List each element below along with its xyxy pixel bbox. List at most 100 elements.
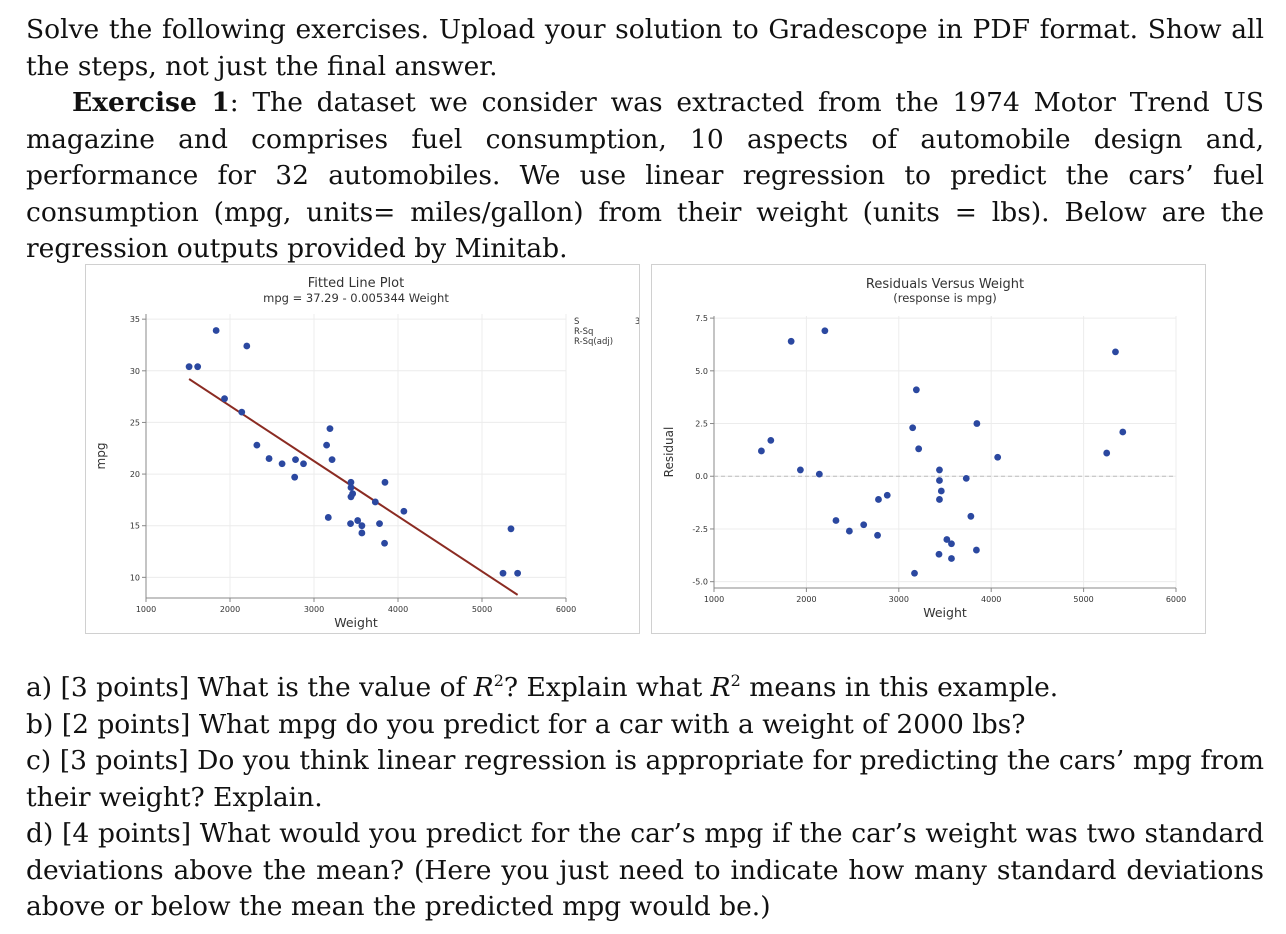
data-point	[381, 478, 389, 486]
data-point	[507, 525, 515, 533]
question-a-text: ? Explain what	[503, 672, 711, 703]
data-point	[400, 507, 408, 515]
residuals-versus-weight-plot: -5.0 -2.5 0.0 2.5 5.0 7.5 1000 2000 3000 4000 5000…	[662, 277, 1186, 620]
data-point	[1112, 348, 1119, 356]
x-tick-label: 3000	[889, 595, 909, 604]
data-point	[358, 522, 366, 530]
x-tick-label: 4000	[981, 595, 1001, 604]
chart-subtitle: (response is mpg)	[893, 291, 997, 305]
stat-label: R-Sq	[574, 327, 593, 337]
data-point	[787, 337, 795, 345]
y-tick-label: 5.0	[695, 367, 708, 376]
question-b: b) [2 points] What mpg do you predict fo…	[26, 708, 1026, 740]
data-point	[212, 327, 220, 334]
data-point	[973, 420, 981, 427]
x-tick-label: 6000	[556, 605, 576, 614]
data-point	[860, 521, 868, 529]
exercise-1-statement: Exercise 1: The dataset we consider was …	[26, 85, 1264, 268]
data-point	[265, 455, 273, 462]
y-tick-label: 30	[130, 367, 140, 376]
data-point	[948, 555, 955, 562]
x-tick-label: 1000	[704, 595, 724, 604]
data-point	[937, 487, 945, 495]
data-point	[936, 477, 943, 484]
data-point	[371, 498, 379, 506]
x-axis-label: Weight	[923, 605, 967, 620]
data-point	[347, 478, 355, 486]
data-point	[915, 445, 923, 453]
y-tick-label: 15	[130, 522, 140, 531]
fitted-line-plot-panel: 10 15 20 25 30 35 1000 2000 3000 4000 5000 6000 Fitt…	[85, 264, 670, 634]
data-point	[815, 470, 823, 478]
x-tick-label: 4000	[388, 605, 408, 614]
superscript-2: 2	[730, 671, 741, 691]
plot-area	[714, 316, 1176, 588]
stat-value: 3.04588	[635, 317, 639, 327]
data-point	[347, 484, 355, 491]
question-a: a) [3 points] What is the value of R2? E…	[26, 670, 1264, 707]
data-point	[358, 529, 366, 537]
y-axis-label: mpg	[94, 443, 108, 470]
fitted-line-plot: 10 15 20 25 30 35 1000 2000 3000 4000 5000 6000 Fitt…	[94, 276, 670, 630]
question-d: d) [4 points] What would you predict for…	[26, 818, 1264, 922]
data-point	[221, 395, 228, 403]
r-symbol: R	[473, 672, 494, 703]
y-tick-label: 35	[130, 315, 140, 324]
data-point	[381, 539, 388, 547]
data-point	[326, 425, 334, 433]
data-point	[300, 460, 307, 468]
stat-label: R-Sq(adj)	[574, 337, 613, 347]
question-c: c) [3 points] Do you think linear regres…	[26, 745, 1264, 813]
data-point	[936, 496, 943, 503]
y-tick-label: 7.5	[695, 314, 708, 323]
data-point	[883, 491, 891, 499]
chart-subtitle: mpg = 37.29 - 0.005344 Weight	[263, 291, 449, 305]
y-tick-label: 0.0	[695, 472, 708, 481]
y-tick-label: -5.0	[692, 578, 708, 587]
data-point	[874, 531, 881, 539]
chart-title: Fitted Line Plot	[308, 276, 404, 291]
data-point	[278, 460, 286, 468]
data-point	[243, 342, 251, 350]
r-symbol: R	[710, 672, 731, 703]
y-tick-label: 20	[130, 470, 140, 479]
data-point	[948, 540, 955, 548]
data-point	[328, 456, 336, 464]
y-tick-label: 2.5	[695, 420, 708, 429]
y-tick-label: 10	[130, 573, 140, 582]
data-point	[943, 536, 951, 543]
data-point	[499, 569, 507, 577]
data-point	[967, 512, 975, 520]
question-a-text: means in this example.	[740, 672, 1059, 703]
data-point	[376, 520, 383, 528]
x-tick-label: 2000	[220, 605, 240, 614]
x-tick-label: 5000	[472, 605, 492, 614]
data-point	[1103, 449, 1111, 457]
data-point	[194, 363, 202, 371]
data-point	[909, 424, 917, 432]
data-point	[911, 569, 918, 577]
data-point	[936, 466, 943, 474]
intro-text: Solve the following exercises. Upload yo…	[26, 14, 1264, 82]
x-tick-label: 5000	[1073, 595, 1093, 604]
superscript-2: 2	[493, 671, 504, 691]
x-tick-label: 6000	[1166, 595, 1186, 604]
data-point	[962, 474, 970, 482]
data-point	[324, 514, 332, 521]
data-point	[238, 408, 246, 416]
x-tick-label: 1000	[136, 605, 156, 614]
data-point	[347, 520, 354, 528]
data-point	[514, 569, 522, 577]
y-axis-label: Residual	[662, 427, 676, 478]
data-point	[185, 363, 193, 371]
data-point	[845, 527, 853, 535]
x-tick-label: 3000	[304, 605, 324, 614]
x-tick-label: 2000	[796, 595, 816, 604]
data-point	[347, 493, 355, 501]
data-point	[291, 473, 299, 481]
questions: a) [3 points] What is the value of R2? E…	[26, 670, 1264, 926]
x-axis-label: Weight	[334, 615, 378, 630]
data-point	[1119, 428, 1127, 436]
data-point	[821, 327, 829, 335]
data-point	[323, 441, 330, 449]
